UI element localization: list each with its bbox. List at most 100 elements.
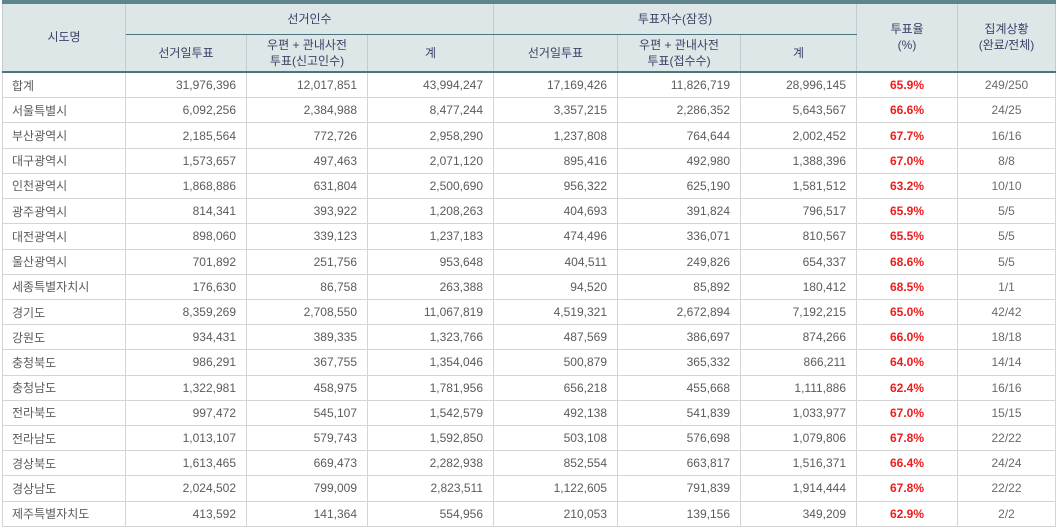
cell-voters-day: 852,554 [493, 450, 618, 477]
cell-sido: 서울특별시 [2, 97, 126, 124]
cell-voters-postal: 2,672,894 [617, 298, 741, 326]
cell-turnout: 65.9% [856, 198, 959, 225]
cell-electors-postal: 251,756 [246, 248, 368, 275]
cell-voters-day: 500,879 [493, 349, 618, 376]
cell-voters-day: 17,169,426 [493, 71, 618, 99]
cell-voters-day: 1,122,605 [493, 475, 618, 502]
cell-electors-total: 1,592,850 [367, 424, 494, 452]
cell-voters-postal: 336,071 [617, 223, 741, 250]
cell-electors-postal: 12,017,851 [246, 71, 368, 99]
cell-status: 24/24 [957, 450, 1057, 477]
cell-voters-day: 956,322 [493, 172, 618, 200]
cell-voters-day: 492,138 [493, 399, 618, 426]
cell-voters-total: 2,002,452 [739, 122, 858, 149]
cell-electors-day: 997,472 [125, 399, 247, 426]
cell-electors-total: 43,994,247 [367, 71, 494, 99]
cell-turnout: 63.2% [856, 172, 959, 200]
table-row: 세종특별자치시 176,630 86,758 263,388 94,520 85,892 1… [2, 273, 1057, 300]
cell-electors-total: 1,237,183 [367, 223, 494, 250]
cell-turnout: 66.0% [856, 324, 959, 351]
cell-voters-postal: 85,892 [617, 273, 741, 300]
cell-electors-day: 701,892 [125, 248, 247, 275]
cell-voters-day: 487,569 [493, 324, 618, 351]
cell-electors-total: 2,500,690 [367, 172, 494, 200]
cell-voters-postal: 2,286,352 [617, 97, 741, 124]
cell-electors-postal: 339,123 [246, 223, 368, 250]
cell-voters-postal: 11,826,719 [617, 71, 741, 99]
cell-electors-total: 263,388 [367, 273, 494, 300]
cell-voters-postal: 455,668 [617, 374, 741, 401]
cell-status: 18/18 [957, 324, 1057, 351]
cell-voters-day: 404,511 [493, 248, 618, 275]
cell-turnout: 68.6% [856, 248, 959, 275]
cell-electors-total: 1,323,766 [367, 324, 494, 351]
header-voters-group: 투표자수(잠정) [492, 1, 858, 35]
header-voters-day: 선거일투표 [493, 33, 618, 73]
cell-electors-day: 986,291 [125, 349, 247, 376]
cell-status: 5/5 [957, 198, 1057, 225]
cell-sido: 전라북도 [2, 399, 126, 426]
cell-voters-total: 654,337 [739, 248, 858, 275]
table-row: 대전광역시 898,060 339,123 1,237,183 474,496 336,0… [2, 223, 1057, 250]
cell-voters-day: 404,693 [493, 198, 618, 225]
cell-electors-total: 1,354,046 [367, 349, 494, 376]
cell-status: 15/15 [957, 399, 1057, 426]
cell-sido: 울산광역시 [2, 248, 126, 275]
header-turnout: 투표율 (%) [856, 1, 959, 73]
cell-electors-total: 2,282,938 [367, 450, 494, 477]
table-row: 인천광역시 1,868,886 631,804 2,500,690 956,322 625… [2, 172, 1057, 200]
cell-voters-postal: 391,824 [617, 198, 741, 225]
cell-sido: 합계 [2, 71, 126, 99]
cell-status: 5/5 [957, 248, 1057, 275]
cell-turnout: 67.8% [856, 475, 959, 502]
cell-electors-day: 31,976,396 [125, 71, 247, 99]
cell-status: 1/1 [957, 273, 1057, 300]
header-sub-row: 선거일투표 우편 + 관내사전 투표(신고인수) 계 선거일투표 우편 + 관내… [3, 33, 1056, 73]
cell-electors-day: 2,024,502 [125, 475, 247, 502]
cell-voters-total: 1,111,886 [739, 374, 858, 401]
cell-electors-day: 8,359,269 [125, 298, 247, 326]
cell-sido: 대전광역시 [2, 223, 126, 250]
table-header: 시도명 선거인수 투표자수(잠정) 투표율 (%) 집계상황 (완료/전체) 선… [2, 1, 1057, 73]
cell-electors-total: 11,067,819 [367, 298, 494, 326]
table-row: 전라남도 1,013,107 579,743 1,592,850 503,108 576,… [2, 424, 1057, 452]
cell-turnout: 62.4% [856, 374, 959, 401]
cell-status: 24/25 [957, 97, 1057, 124]
cell-voters-total: 180,412 [739, 273, 858, 300]
cell-electors-postal: 2,384,988 [246, 97, 368, 124]
cell-electors-total: 1,781,956 [367, 374, 494, 401]
cell-status: 2/2 [957, 500, 1057, 528]
cell-voters-total: 866,211 [739, 349, 858, 376]
cell-electors-total: 8,477,244 [367, 97, 494, 124]
cell-voters-total: 349,209 [739, 500, 858, 528]
cell-electors-postal: 86,758 [246, 273, 368, 300]
cell-sido: 광주광역시 [2, 198, 126, 225]
cell-electors-total: 1,208,263 [367, 198, 494, 225]
header-electors-group: 선거인수 [125, 1, 494, 35]
cell-status: 42/42 [957, 298, 1057, 326]
header-group-row: 시도명 선거인수 투표자수(잠정) 투표율 (%) 집계상황 (완료/전체) [2, 1, 1057, 73]
cell-turnout: 65.5% [856, 223, 959, 250]
cell-sido: 인천광역시 [2, 172, 126, 200]
cell-electors-day: 898,060 [125, 223, 247, 250]
cell-sido: 세종특별자치시 [2, 273, 126, 300]
table-row: 광주광역시 814,341 393,922 1,208,263 404,693 391,8… [2, 198, 1057, 225]
cell-sido: 경상북도 [2, 450, 126, 477]
cell-electors-day: 934,431 [125, 324, 247, 351]
cell-voters-total: 7,192,215 [739, 298, 858, 326]
table-row: 서울특별시 6,092,256 2,384,988 8,477,244 3,357,21… [2, 97, 1057, 124]
cell-voters-day: 656,218 [493, 374, 618, 401]
table-row: 울산광역시 701,892 251,756 953,648 404,511 249,826… [2, 248, 1057, 275]
cell-voters-postal: 764,644 [617, 122, 741, 149]
table-row: 제주특별자치도 413,592 141,364 554,956 210,053 139,1… [2, 500, 1057, 528]
cell-electors-postal: 497,463 [246, 147, 368, 174]
cell-sido: 강원도 [2, 324, 126, 351]
cell-electors-day: 1,613,465 [125, 450, 247, 477]
cell-voters-day: 474,496 [493, 223, 618, 250]
cell-status: 22/22 [957, 424, 1057, 452]
cell-electors-total: 1,542,579 [367, 399, 494, 426]
cell-turnout: 64.0% [856, 349, 959, 376]
cell-sido: 충청북도 [2, 349, 126, 376]
